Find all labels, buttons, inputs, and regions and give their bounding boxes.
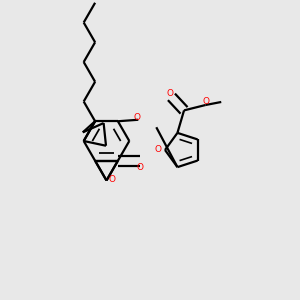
Text: O: O bbox=[154, 146, 161, 154]
Text: O: O bbox=[134, 113, 141, 122]
Text: O: O bbox=[202, 98, 209, 106]
Text: O: O bbox=[108, 176, 115, 184]
Text: O: O bbox=[137, 163, 144, 172]
Text: O: O bbox=[167, 89, 173, 98]
